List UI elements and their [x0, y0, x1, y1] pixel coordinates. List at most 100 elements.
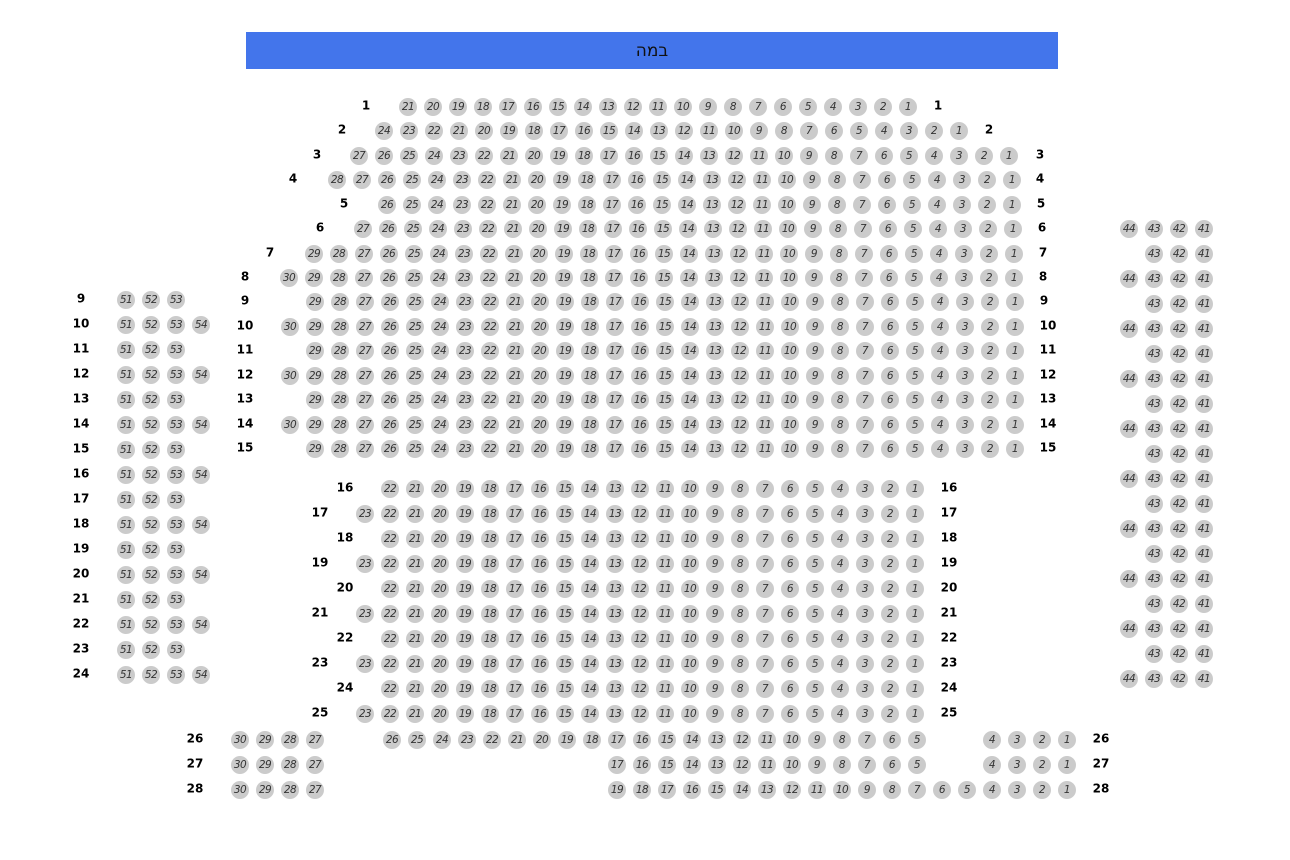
seat[interactable]: 15: [656, 293, 674, 312]
seat[interactable]: 17: [603, 171, 621, 190]
seat[interactable]: 17: [606, 293, 624, 312]
seat[interactable]: 53: [167, 416, 185, 434]
seat[interactable]: 18: [583, 731, 601, 749]
seat[interactable]: 15: [658, 731, 676, 749]
seat[interactable]: 8: [731, 530, 749, 548]
seat[interactable]: 28: [330, 244, 348, 263]
seat[interactable]: 51: [117, 316, 135, 334]
seat[interactable]: 15: [656, 440, 674, 459]
seat[interactable]: 30: [281, 366, 299, 385]
seat[interactable]: 54: [192, 416, 210, 434]
seat[interactable]: 17: [506, 705, 524, 723]
seat[interactable]: 14: [581, 680, 599, 698]
seat[interactable]: 52: [142, 391, 160, 409]
seat[interactable]: 21: [406, 530, 424, 548]
seat[interactable]: 9: [805, 244, 823, 263]
seat[interactable]: 44: [1120, 620, 1138, 638]
seat[interactable]: 1: [1006, 317, 1024, 336]
seat[interactable]: 26: [379, 220, 397, 239]
seat[interactable]: 18: [633, 781, 651, 799]
seat[interactable]: 23: [455, 244, 473, 263]
seat[interactable]: 53: [167, 366, 185, 384]
seat[interactable]: 16: [531, 480, 549, 498]
seat[interactable]: 51: [117, 491, 135, 509]
seat[interactable]: 41: [1195, 295, 1213, 313]
seat[interactable]: 6: [883, 731, 901, 749]
seat[interactable]: 5: [900, 146, 918, 165]
seat[interactable]: 14: [681, 391, 699, 410]
seat[interactable]: 15: [656, 415, 674, 434]
seat[interactable]: 14: [574, 98, 592, 116]
seat[interactable]: 2: [981, 293, 999, 312]
seat[interactable]: 9: [806, 391, 824, 410]
seat[interactable]: 27: [306, 781, 324, 799]
seat[interactable]: 9: [706, 480, 724, 498]
seat[interactable]: 28: [330, 269, 348, 287]
seat[interactable]: 19: [500, 122, 518, 141]
seat[interactable]: 1: [1005, 244, 1023, 263]
seat[interactable]: 51: [117, 616, 135, 634]
seat[interactable]: 6: [781, 480, 799, 498]
seat[interactable]: 14: [581, 655, 599, 673]
seat[interactable]: 14: [683, 731, 701, 749]
seat[interactable]: 5: [905, 269, 923, 287]
seat[interactable]: 26: [383, 731, 401, 749]
seat[interactable]: 11: [755, 269, 773, 287]
seat[interactable]: 20: [528, 171, 546, 190]
seat[interactable]: 11: [656, 680, 674, 698]
seat[interactable]: 54: [192, 516, 210, 534]
seat[interactable]: 29: [306, 366, 324, 385]
seat[interactable]: 22: [425, 122, 443, 141]
seat[interactable]: 20: [531, 415, 549, 434]
seat[interactable]: 2: [881, 530, 899, 548]
seat[interactable]: 22: [483, 731, 501, 749]
seat[interactable]: 2: [981, 342, 999, 361]
seat[interactable]: 52: [142, 641, 160, 659]
seat[interactable]: 15: [556, 555, 574, 573]
seat[interactable]: 5: [806, 605, 824, 623]
seat[interactable]: 8: [829, 220, 847, 239]
seat[interactable]: 29: [256, 731, 274, 749]
seat[interactable]: 43: [1145, 645, 1163, 663]
seat[interactable]: 11: [755, 244, 773, 263]
seat[interactable]: 6: [781, 555, 799, 573]
seat[interactable]: 27: [356, 317, 374, 336]
seat[interactable]: 18: [581, 317, 599, 336]
seat[interactable]: 8: [831, 342, 849, 361]
seat[interactable]: 28: [281, 781, 299, 799]
seat[interactable]: 18: [580, 269, 598, 287]
seat[interactable]: 8: [831, 317, 849, 336]
seat[interactable]: 1: [906, 530, 924, 548]
seat[interactable]: 1: [1000, 146, 1018, 165]
seat[interactable]: 4: [931, 366, 949, 385]
seat[interactable]: 41: [1195, 445, 1213, 463]
seat[interactable]: 21: [406, 630, 424, 648]
seat[interactable]: 4: [831, 480, 849, 498]
seat[interactable]: 52: [142, 616, 160, 634]
seat[interactable]: 24: [429, 220, 447, 239]
seat[interactable]: 17: [550, 122, 568, 141]
seat[interactable]: 41: [1195, 645, 1213, 663]
seat[interactable]: 16: [531, 505, 549, 523]
seat[interactable]: 10: [780, 244, 798, 263]
seat[interactable]: 18: [580, 244, 598, 263]
seat[interactable]: 20: [531, 342, 549, 361]
seat[interactable]: 51: [117, 416, 135, 434]
seat[interactable]: 18: [474, 98, 492, 116]
seat[interactable]: 19: [449, 98, 467, 116]
seat[interactable]: 16: [631, 293, 649, 312]
seat[interactable]: 8: [731, 580, 749, 598]
seat[interactable]: 16: [631, 415, 649, 434]
seat[interactable]: 41: [1195, 670, 1213, 688]
seat[interactable]: 18: [578, 171, 596, 190]
seat[interactable]: 3: [849, 98, 867, 116]
seat[interactable]: 20: [530, 244, 548, 263]
seat[interactable]: 6: [781, 630, 799, 648]
seat[interactable]: 2: [1033, 756, 1051, 774]
seat[interactable]: 19: [550, 146, 568, 165]
seat[interactable]: 6: [881, 440, 899, 459]
seat[interactable]: 11: [758, 756, 776, 774]
seat[interactable]: 9: [706, 655, 724, 673]
seat[interactable]: 17: [608, 731, 626, 749]
seat[interactable]: 21: [506, 391, 524, 410]
